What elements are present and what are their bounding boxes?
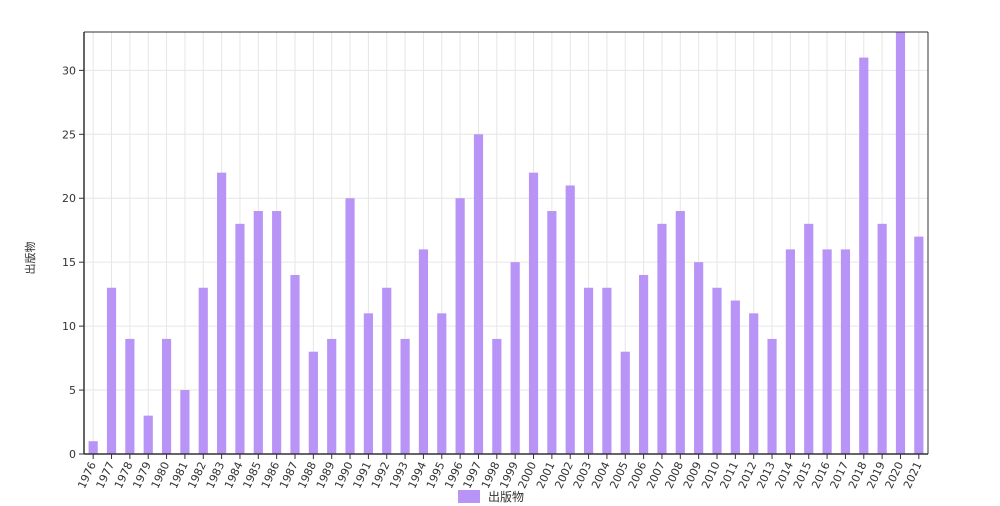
bar-2007[interactable] — [657, 223, 667, 454]
bar-1989[interactable] — [327, 338, 337, 454]
y-tick-label: 5 — [69, 384, 76, 397]
bar-2002[interactable] — [565, 185, 575, 455]
bar-1985[interactable] — [253, 211, 263, 454]
bar-1995[interactable] — [437, 313, 447, 454]
bar-2012[interactable] — [749, 313, 759, 454]
bar-2010[interactable] — [712, 287, 722, 454]
y-tick-label: 25 — [62, 128, 76, 141]
bar-2016[interactable] — [822, 249, 832, 454]
bar-1977[interactable] — [106, 287, 117, 454]
bar-2020[interactable] — [895, 32, 906, 454]
bar-1978[interactable] — [125, 338, 135, 454]
grid-lines — [84, 32, 928, 455]
bar-1993[interactable] — [400, 338, 410, 454]
bar-1992[interactable] — [382, 287, 392, 454]
bar-2005[interactable] — [620, 351, 630, 454]
bar-1986[interactable] — [272, 211, 282, 454]
bar-2006[interactable] — [639, 274, 649, 454]
bar-1982[interactable] — [198, 287, 208, 454]
bar-2008[interactable] — [675, 211, 685, 454]
bars — [88, 32, 924, 455]
bar-2019[interactable] — [877, 223, 887, 454]
bar-1984[interactable] — [235, 223, 245, 454]
bar-1990[interactable] — [345, 198, 355, 454]
bar-1983[interactable] — [217, 172, 227, 454]
y-axis-label: 出版物 — [23, 242, 37, 275]
y-tick-label: 20 — [62, 192, 76, 205]
y-tick-label: 30 — [62, 64, 76, 77]
bar-2004[interactable] — [602, 287, 612, 454]
bar-2000[interactable] — [528, 172, 539, 454]
y-tick-label: 0 — [69, 448, 76, 461]
y-tick-label: 15 — [62, 256, 76, 269]
bar-1976[interactable] — [88, 441, 98, 454]
legend-label: 出版物 — [488, 490, 524, 504]
bar-2009[interactable] — [694, 262, 704, 454]
bar-2013[interactable] — [767, 338, 777, 454]
bar-2001[interactable] — [547, 211, 557, 454]
bar-1991[interactable] — [363, 313, 373, 454]
bar-2015[interactable] — [804, 223, 814, 454]
bar-1997[interactable] — [473, 134, 484, 454]
bar-2003[interactable] — [583, 287, 594, 454]
bar-2011[interactable] — [730, 300, 740, 454]
bar-1981[interactable] — [180, 390, 190, 454]
bar-1980[interactable] — [161, 338, 172, 454]
bar-1999[interactable] — [510, 262, 520, 454]
bar-2017[interactable] — [840, 249, 851, 454]
bar-2018[interactable] — [859, 57, 869, 455]
legend[interactable]: 出版物 — [458, 490, 524, 504]
bar-2021[interactable] — [914, 236, 924, 454]
legend-swatch — [458, 490, 480, 503]
x-tick-label: 2021 — [901, 460, 925, 491]
bar-1987[interactable] — [290, 274, 300, 454]
bar-1979[interactable] — [143, 415, 153, 454]
bar-1994[interactable] — [418, 249, 429, 454]
bar-1998[interactable] — [492, 338, 502, 454]
bar-1988[interactable] — [308, 351, 318, 454]
y-tick-label: 10 — [62, 320, 76, 333]
bar-1996[interactable] — [455, 198, 465, 454]
bar-2014[interactable] — [785, 249, 795, 454]
